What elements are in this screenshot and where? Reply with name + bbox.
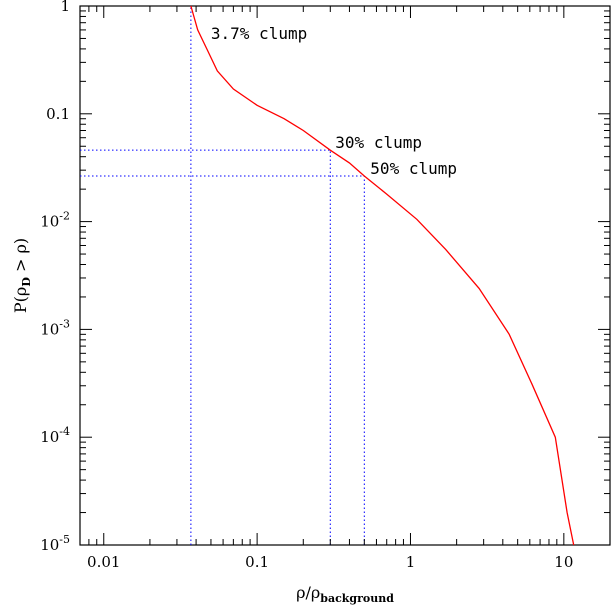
clump-annotation: 30% clump <box>335 133 422 152</box>
x-axis-label: ρ/ρbackground <box>296 583 394 605</box>
x-tick-label: 0.1 <box>245 553 269 571</box>
x-tick-label: 1 <box>406 553 416 571</box>
y-tick-label: 10-5 <box>40 533 70 554</box>
y-tick-label: 1 <box>60 0 70 15</box>
x-tick-label: 0.01 <box>87 553 120 571</box>
y-tick-label: 10-2 <box>40 210 70 231</box>
clump-annotation: 50% clump <box>370 159 457 178</box>
y-tick-label: 0.1 <box>46 105 70 123</box>
y-axis-label: P(ρD > ρ) <box>11 238 33 313</box>
clump-annotation: 3.7% clump <box>211 24 307 43</box>
plot-area <box>79 5 611 546</box>
x-tick-label: 10 <box>554 553 573 571</box>
y-tick-label: 10-3 <box>40 317 70 338</box>
y-tick-label: 10-4 <box>40 425 70 446</box>
data-series-line <box>190 5 575 546</box>
